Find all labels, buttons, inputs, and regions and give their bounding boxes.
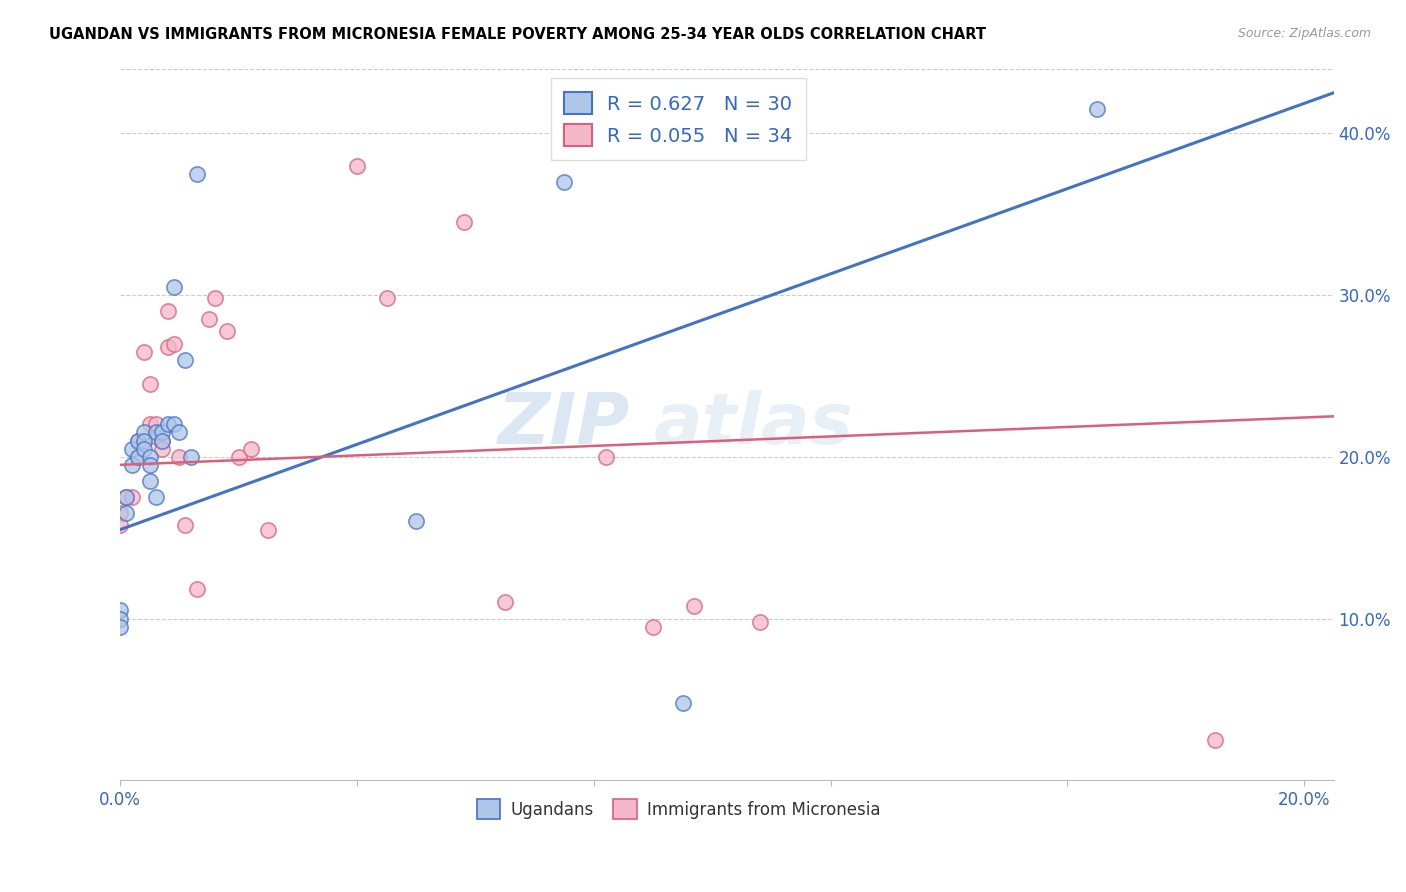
Point [127, 450, 149, 464]
Text: UGANDAN VS IMMIGRANTS FROM MICRONESIA FEMALE POVERTY AMONG 25-34 YEAR OLDS CORRE: UGANDAN VS IMMIGRANTS FROM MICRONESIA FE… [49, 27, 986, 42]
Point [139, 458, 162, 472]
Point [346, 159, 368, 173]
Point [671, 696, 693, 710]
Point [174, 517, 197, 532]
Point [115, 507, 138, 521]
Point [748, 615, 770, 629]
Point [127, 434, 149, 448]
Point [162, 417, 184, 432]
Point [150, 442, 173, 456]
Point [110, 517, 132, 532]
Point [110, 619, 132, 633]
Point [1085, 102, 1108, 116]
Point [132, 442, 155, 456]
Point [595, 450, 617, 464]
Point [145, 417, 167, 432]
Point [162, 280, 184, 294]
Point [186, 167, 208, 181]
Point [494, 595, 516, 609]
Point [169, 450, 191, 464]
Point [139, 450, 162, 464]
Point [239, 442, 262, 456]
Text: ZIP: ZIP [498, 390, 630, 458]
Point [375, 291, 398, 305]
Point [132, 344, 155, 359]
Point [121, 458, 143, 472]
Point [115, 490, 138, 504]
Point [121, 490, 143, 504]
Point [198, 312, 221, 326]
Point [553, 175, 575, 189]
Point [139, 417, 162, 432]
Point [169, 425, 191, 440]
Point [132, 425, 155, 440]
Point [110, 507, 132, 521]
Point [204, 291, 226, 305]
Point [405, 515, 427, 529]
Point [127, 450, 149, 464]
Legend: Ugandans, Immigrants from Micronesia: Ugandans, Immigrants from Micronesia [470, 793, 887, 825]
Point [641, 619, 664, 633]
Point [156, 417, 179, 432]
Point [215, 324, 238, 338]
Point [145, 425, 167, 440]
Point [257, 523, 280, 537]
Point [683, 599, 706, 613]
Text: atlas: atlas [654, 390, 853, 458]
Point [132, 434, 155, 448]
Point [139, 376, 162, 391]
Point [150, 425, 173, 440]
Point [1204, 732, 1226, 747]
Point [145, 430, 167, 444]
Point [127, 434, 149, 448]
Point [110, 603, 132, 617]
Point [156, 304, 179, 318]
Point [139, 474, 162, 488]
Point [228, 450, 250, 464]
Point [150, 434, 173, 448]
Text: Source: ZipAtlas.com: Source: ZipAtlas.com [1237, 27, 1371, 40]
Point [115, 490, 138, 504]
Point [145, 490, 167, 504]
Point [186, 582, 208, 597]
Point [121, 442, 143, 456]
Point [150, 434, 173, 448]
Point [180, 450, 202, 464]
Point [156, 340, 179, 354]
Point [453, 215, 475, 229]
Point [174, 352, 197, 367]
Point [162, 336, 184, 351]
Point [110, 611, 132, 625]
